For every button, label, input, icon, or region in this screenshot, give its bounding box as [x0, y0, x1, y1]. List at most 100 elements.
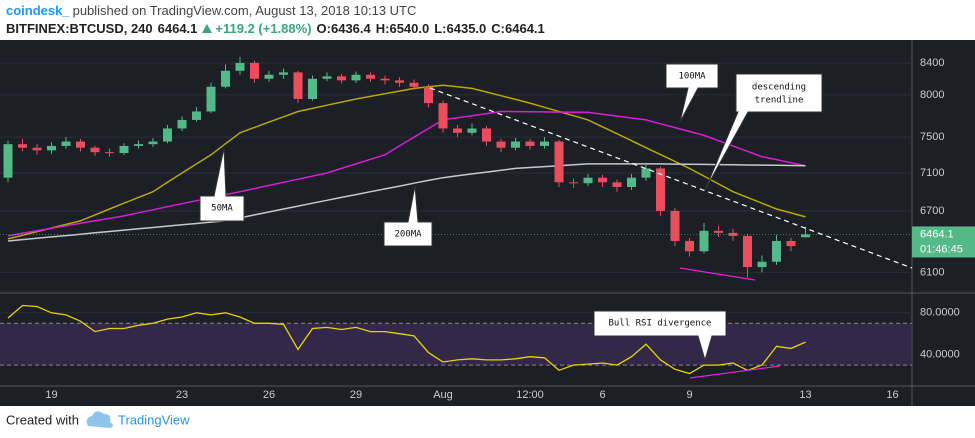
candle-body	[206, 86, 216, 112]
candle-body	[511, 141, 520, 148]
candle-body	[221, 70, 230, 87]
candle-body	[598, 177, 607, 183]
candle-body	[163, 128, 172, 142]
header-line-1: coindesk_ published on TradingView.com, A…	[6, 3, 421, 18]
annotation-200ma: 200MA	[394, 230, 422, 240]
candle-body	[279, 72, 288, 75]
candle-body	[627, 177, 636, 188]
candle-body	[453, 128, 462, 133]
publisher[interactable]: coindesk_	[6, 3, 70, 18]
x-tick-label: 12:00	[516, 389, 544, 401]
ohlc-low: L:6435.0	[434, 21, 487, 36]
ohlc-high: H:6540.0	[375, 21, 430, 36]
candle-body	[293, 72, 303, 100]
candle-body	[641, 168, 651, 178]
candle-body	[685, 240, 694, 252]
annotation-trendline: trendline	[755, 96, 804, 106]
candle-body	[308, 78, 317, 100]
ohlc-close: C:6464.1	[491, 21, 545, 36]
y-tick-label: 6100	[920, 266, 944, 278]
candle-body	[192, 111, 201, 120]
candle-body	[467, 128, 477, 133]
candle-body	[409, 82, 419, 87]
y-tick-label: 7100	[920, 167, 944, 179]
candle-body	[18, 144, 27, 148]
last-price-box	[912, 226, 975, 258]
countdown: 01:46:45	[920, 243, 963, 255]
annotation-100ma: 100MA	[678, 72, 706, 82]
rsi-band-fill	[0, 323, 912, 366]
candle-body	[148, 141, 158, 145]
header-line-2: BITFINEX:BTCUSD, 240 6464.1 +119.2 (+1.88%…	[6, 21, 550, 36]
candle-body	[105, 152, 114, 154]
x-tick-label: 26	[263, 389, 275, 401]
brand[interactable]: TradingView	[118, 412, 190, 427]
candle-body	[612, 182, 622, 188]
x-tick-label: 19	[45, 389, 57, 401]
y-tick-label: 7500	[920, 131, 944, 143]
candle-body	[119, 145, 129, 154]
candle-body	[525, 141, 535, 146]
candle-body	[250, 62, 259, 79]
last-price-label: 6464.1	[920, 228, 954, 240]
candle-body	[801, 234, 810, 238]
candle-body	[714, 230, 723, 233]
candle-body	[496, 141, 506, 148]
annotation-50ma: 50MA	[211, 204, 233, 214]
candle-body	[235, 62, 245, 71]
candle-body	[47, 145, 56, 151]
candle-body	[554, 141, 564, 183]
candle-body	[322, 76, 332, 79]
candle-body	[90, 147, 100, 153]
candle-body	[757, 261, 767, 268]
y-tick-label: 40.0000	[920, 349, 960, 361]
callout-50ma	[199, 147, 245, 222]
candle-body	[3, 144, 13, 178]
candle-body	[743, 235, 752, 268]
callout-trendline	[704, 73, 823, 191]
tradingview-logo[interactable]	[86, 411, 113, 428]
candle-body	[482, 128, 491, 142]
candle-body	[351, 74, 361, 81]
candle-body	[366, 74, 375, 79]
candle-body	[395, 80, 404, 83]
callout-200ma	[383, 185, 433, 247]
candle-body	[670, 210, 680, 241]
y-tick-label: 6700	[920, 205, 944, 217]
candle-body	[656, 168, 665, 211]
candle-body	[540, 141, 549, 146]
last-price: 6464.1	[157, 21, 198, 36]
x-tick-label: 16	[886, 389, 898, 401]
candle-body	[177, 119, 187, 129]
x-tick-label: 23	[176, 389, 188, 401]
candle-body	[76, 141, 85, 148]
moving-average	[7, 110, 806, 237]
candle-body	[134, 144, 143, 146]
rsi-line	[7, 304, 806, 375]
candle-body	[264, 74, 274, 79]
ohlc-open: O:6436.4	[316, 21, 371, 36]
candle-body	[380, 78, 390, 81]
moving-average	[7, 163, 806, 242]
annotation-trendline: descending	[752, 83, 806, 93]
x-tick-label: 29	[350, 389, 362, 401]
price-divergence-line	[679, 267, 756, 281]
candle-body	[337, 76, 346, 81]
candle-body	[772, 240, 781, 262]
created-with: Created with	[6, 412, 79, 427]
candle-body	[699, 230, 709, 252]
x-tick-label: 6	[599, 389, 605, 401]
candle-body	[424, 86, 433, 104]
candle-body	[32, 147, 42, 151]
descending-trendline	[429, 87, 913, 269]
change: +119.2 (+1.88%)	[215, 21, 312, 36]
x-tick-label: 13	[799, 389, 811, 401]
rsi-divergence-line	[689, 365, 781, 379]
candle-body	[438, 103, 448, 129]
x-tick-label: 9	[686, 389, 692, 401]
moving-average	[7, 84, 806, 240]
callout-100ma	[665, 63, 719, 123]
annotation-rsi: Bull RSI divergence	[609, 319, 712, 329]
